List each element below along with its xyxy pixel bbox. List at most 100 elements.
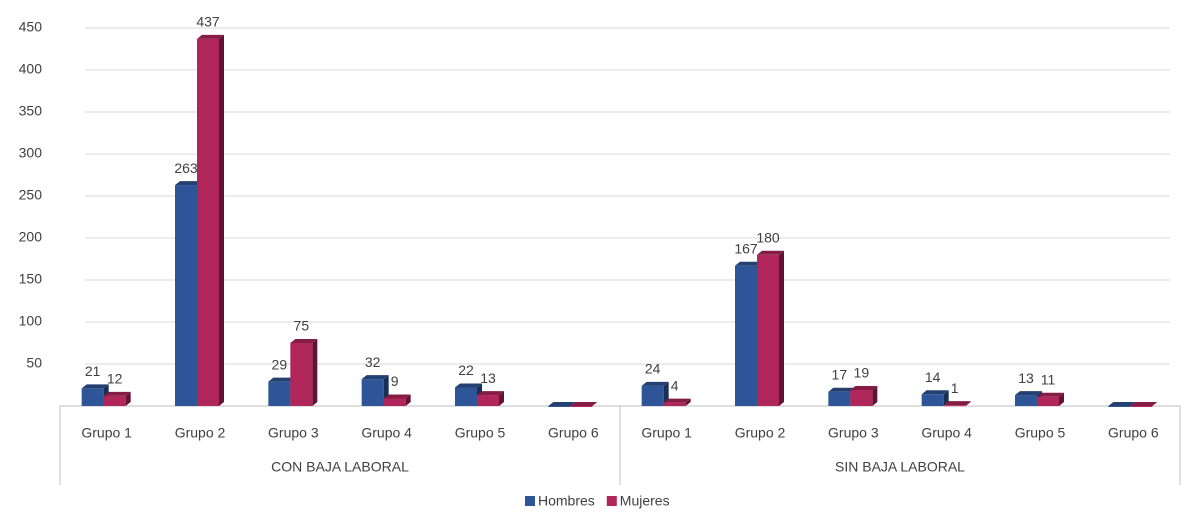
bar-face <box>735 265 757 406</box>
bar-top <box>1108 402 1136 406</box>
legend-swatch <box>606 496 617 506</box>
y-tick-label: 450 <box>19 19 43 35</box>
data-label: 17 <box>832 366 848 382</box>
bar-face <box>81 388 104 406</box>
bar-top <box>570 402 598 406</box>
bar-top <box>828 387 856 392</box>
y-tick-label: 400 <box>19 61 43 77</box>
bar-top <box>103 391 131 396</box>
group-label: SIN BAJA LABORAL <box>835 459 965 475</box>
bar <box>921 390 949 406</box>
x-tick-label: Grupo 1 <box>81 425 132 441</box>
bar <box>757 250 784 406</box>
bar <box>1108 402 1136 407</box>
data-label: 13 <box>480 370 496 386</box>
data-label: 180 <box>756 230 780 246</box>
bar-side <box>312 339 318 406</box>
bar-top <box>290 339 318 343</box>
bar-top <box>268 377 296 382</box>
bar-top <box>1015 391 1042 396</box>
legend-label: Hombres <box>538 493 595 509</box>
x-tick-label: Grupo 3 <box>268 425 319 441</box>
bar-side <box>219 34 224 407</box>
bar <box>103 391 131 406</box>
bar-face <box>103 395 126 406</box>
x-tick-label: Grupo 4 <box>921 425 972 441</box>
bar <box>290 339 318 406</box>
data-label: 167 <box>734 240 758 256</box>
y-tick-label: 300 <box>19 145 43 161</box>
bar-top <box>175 181 202 186</box>
bar-side <box>965 401 971 406</box>
data-label: 21 <box>85 363 101 379</box>
bar-side <box>685 398 691 406</box>
bar-top <box>197 34 224 39</box>
y-tick-label: 150 <box>19 271 43 287</box>
bar-face <box>641 385 664 406</box>
bar <box>1130 402 1158 407</box>
bar-side <box>125 391 131 406</box>
bar-top <box>921 390 949 395</box>
bar-side <box>405 394 411 406</box>
bar <box>641 381 669 406</box>
bar-top <box>943 401 971 406</box>
bar-top <box>735 261 762 266</box>
bar-side <box>499 391 504 406</box>
bar-face <box>921 394 944 406</box>
y-tick-label: 200 <box>19 229 43 245</box>
bar <box>361 375 389 406</box>
bar-top <box>850 386 878 391</box>
bar <box>943 401 971 407</box>
bar-face <box>850 390 873 406</box>
data-label: 11 <box>1041 371 1056 387</box>
bar <box>197 34 224 407</box>
data-label: 22 <box>458 362 474 378</box>
data-label: 12 <box>107 371 123 387</box>
data-label: 4 <box>671 377 679 393</box>
bar-face <box>455 387 477 406</box>
bar-face <box>1108 406 1131 407</box>
bar-top <box>1130 402 1158 406</box>
bar-face <box>1015 395 1037 406</box>
bar <box>383 394 411 406</box>
bar-top <box>757 250 784 255</box>
bar-top <box>1037 392 1064 397</box>
bar-top <box>548 402 576 406</box>
bar-side <box>872 386 878 406</box>
bar-face <box>1037 396 1059 406</box>
bar-face <box>361 379 384 406</box>
bar-face <box>175 185 197 406</box>
group-label: CON BAJA LABORAL <box>271 459 409 475</box>
bar-face <box>477 395 499 406</box>
x-tick-label: Grupo 6 <box>548 425 599 441</box>
bar-face <box>383 398 406 406</box>
bar <box>548 402 576 407</box>
data-label: 32 <box>365 354 381 370</box>
bar-top <box>455 383 482 388</box>
bar-top <box>641 381 669 386</box>
x-tick-label: Grupo 5 <box>455 425 506 441</box>
x-tick-label: Grupo 3 <box>828 425 879 441</box>
x-tick-label: Grupo 5 <box>1015 425 1066 441</box>
bar-face <box>943 405 966 407</box>
bar <box>1037 392 1064 406</box>
bar-face <box>757 254 779 406</box>
data-label: 263 <box>174 160 198 176</box>
y-tick-label: 100 <box>19 313 43 329</box>
y-tick-label: 350 <box>19 103 43 119</box>
x-tick-label: Grupo 2 <box>735 425 786 441</box>
bar-face <box>1130 406 1153 407</box>
data-label: 437 <box>196 14 220 30</box>
x-tick-label: Grupo 2 <box>175 425 226 441</box>
bar-side <box>1059 392 1064 406</box>
bar-face <box>828 391 851 406</box>
bar-side <box>943 390 949 406</box>
data-label: 1 <box>951 380 959 396</box>
bar <box>850 386 878 406</box>
bar-face <box>570 406 593 407</box>
bar <box>570 402 598 407</box>
data-label: 13 <box>1018 370 1034 386</box>
bar-side <box>779 250 784 406</box>
y-tick-label: 50 <box>26 355 42 371</box>
